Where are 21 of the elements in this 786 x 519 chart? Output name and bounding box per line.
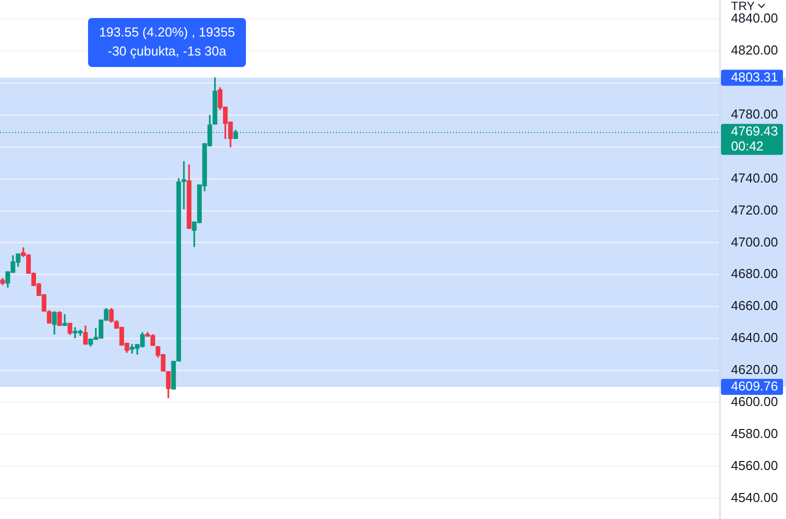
y-tick-label: 4780.00 — [731, 106, 778, 122]
y-tick-label: 4700.00 — [731, 234, 778, 250]
annotation: 4609.76 — [731, 378, 778, 394]
y-tick-label: 4840.00 — [731, 10, 778, 26]
y-axis-title: TRY — [731, 0, 755, 13]
annotation: 193.55 (4.20%) , 19355 — [99, 24, 235, 40]
y-tick-label: 4640.00 — [731, 330, 778, 346]
y-tick-label: 4600.00 — [731, 394, 778, 410]
y-tick-label: 4720.00 — [731, 202, 778, 218]
y-tick-label: 4740.00 — [731, 170, 778, 186]
annotation: -30 çubukta, -1s 30a — [108, 44, 228, 59]
y-tick-label: 4660.00 — [731, 298, 778, 314]
text: 00:42 — [731, 138, 764, 154]
ref-line-label: 4769.43 — [731, 123, 778, 138]
y-tick-label: 4820.00 — [731, 42, 778, 58]
annotation: 4803.31 — [731, 69, 778, 84]
y-tick-label: 4540.00 — [731, 490, 778, 505]
y-tick-label: 4680.00 — [731, 266, 778, 282]
y-tick-label: 4560.00 — [731, 458, 778, 473]
y-tick-label: 4620.00 — [731, 362, 778, 378]
y-tick-label: 4580.00 — [731, 426, 778, 441]
